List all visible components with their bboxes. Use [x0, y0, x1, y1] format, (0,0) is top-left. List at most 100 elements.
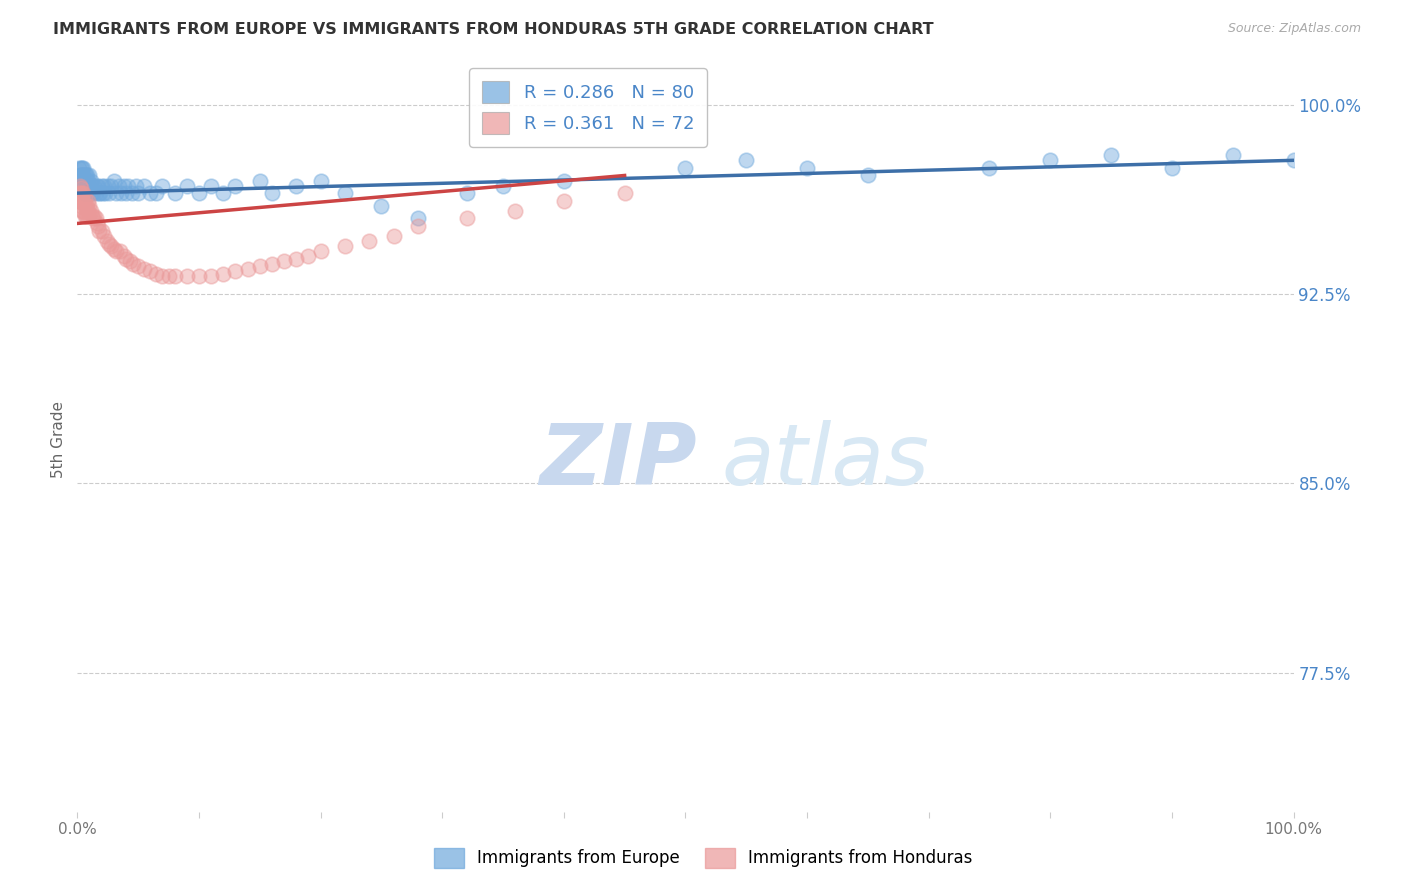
- Point: [979, 161, 1001, 175]
- Point: [70, 186, 93, 201]
- Point: [200, 269, 222, 284]
- Point: [73, 209, 96, 223]
- Point: [90, 224, 112, 238]
- Point: [103, 242, 125, 256]
- Point: [1161, 161, 1184, 175]
- Point: [77, 194, 100, 208]
- Point: [70, 178, 93, 193]
- Point: [76, 178, 98, 193]
- Point: [80, 178, 103, 193]
- Point: [89, 186, 111, 201]
- Point: [72, 186, 94, 201]
- Point: [406, 211, 429, 226]
- Point: [73, 199, 96, 213]
- Point: [134, 261, 156, 276]
- Point: [73, 186, 96, 201]
- Point: [79, 178, 101, 193]
- Point: [212, 267, 235, 281]
- Point: [188, 269, 211, 284]
- Point: [359, 234, 381, 248]
- Point: [110, 186, 132, 201]
- Point: [1222, 148, 1244, 162]
- Point: [297, 249, 319, 263]
- Point: [152, 269, 174, 284]
- Point: [70, 169, 93, 183]
- Point: [67, 186, 90, 201]
- Point: [75, 199, 97, 213]
- Y-axis label: 5th Grade: 5th Grade: [51, 401, 66, 478]
- Point: [70, 199, 93, 213]
- Point: [224, 264, 246, 278]
- Point: [84, 211, 107, 226]
- Point: [145, 186, 167, 201]
- Point: [249, 260, 271, 274]
- Point: [87, 219, 110, 233]
- Point: [83, 209, 105, 223]
- Point: [163, 269, 186, 284]
- Point: [67, 194, 90, 208]
- Text: Source: ZipAtlas.com: Source: ZipAtlas.com: [1227, 22, 1361, 36]
- Point: [91, 186, 114, 201]
- Point: [125, 178, 148, 193]
- Point: [75, 169, 97, 183]
- Point: [100, 239, 122, 253]
- Point: [176, 178, 198, 193]
- Point: [72, 178, 94, 193]
- Point: [80, 209, 103, 223]
- Point: [285, 252, 308, 266]
- Point: [152, 178, 174, 193]
- Point: [70, 181, 93, 195]
- Point: [76, 209, 98, 223]
- Point: [176, 269, 198, 284]
- Point: [72, 161, 94, 175]
- Point: [121, 186, 143, 201]
- Point: [100, 178, 122, 193]
- Point: [75, 209, 97, 223]
- Point: [145, 267, 167, 281]
- Point: [1282, 153, 1305, 168]
- Point: [260, 186, 283, 201]
- Point: [456, 211, 478, 226]
- Point: [406, 219, 429, 233]
- Point: [93, 229, 115, 244]
- Point: [70, 169, 93, 183]
- Point: [76, 199, 98, 213]
- Point: [224, 178, 246, 193]
- Point: [370, 199, 392, 213]
- Point: [382, 229, 405, 244]
- Point: [70, 161, 93, 175]
- Point: [70, 194, 93, 208]
- Point: [75, 178, 97, 193]
- Point: [163, 186, 186, 201]
- Point: [134, 178, 156, 193]
- Point: [127, 186, 149, 201]
- Point: [79, 169, 101, 183]
- Point: [127, 260, 149, 274]
- Point: [67, 161, 90, 175]
- Point: [80, 186, 103, 201]
- Point: [82, 211, 104, 226]
- Point: [90, 178, 112, 193]
- Point: [117, 178, 139, 193]
- Point: [118, 254, 141, 268]
- Point: [796, 161, 818, 175]
- Point: [553, 173, 575, 187]
- Point: [69, 194, 91, 208]
- Point: [70, 203, 93, 218]
- Point: [82, 186, 104, 201]
- Point: [89, 186, 111, 201]
- Point: [86, 216, 108, 230]
- Point: [103, 173, 125, 187]
- Point: [285, 178, 308, 193]
- Text: atlas: atlas: [721, 420, 929, 503]
- Text: ZIP: ZIP: [540, 420, 697, 503]
- Point: [77, 173, 100, 187]
- Point: [503, 203, 526, 218]
- Point: [105, 244, 128, 259]
- Point: [456, 186, 478, 201]
- Point: [260, 257, 283, 271]
- Point: [69, 186, 91, 201]
- Point: [212, 186, 235, 201]
- Point: [492, 178, 515, 193]
- Point: [188, 186, 211, 201]
